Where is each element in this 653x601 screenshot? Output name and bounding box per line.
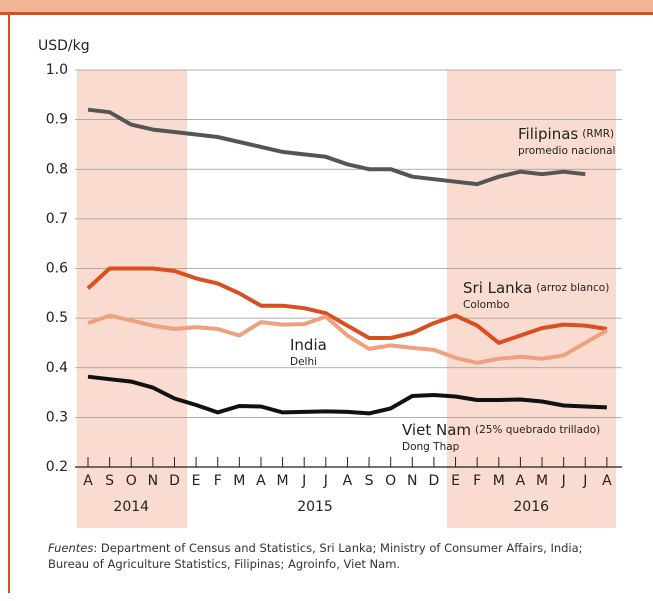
- x-tick-label: O: [385, 473, 396, 489]
- y-tick-label: 0.6: [46, 261, 68, 277]
- series-name: Sri Lanka: [463, 279, 532, 297]
- series-label: Viet Nam (25% quebrado trillado): [402, 421, 600, 439]
- series-name: India: [290, 336, 327, 354]
- x-tick-label: J: [561, 473, 566, 489]
- x-tick-label: D: [169, 473, 180, 489]
- y-tick-label: 0.7: [46, 211, 68, 227]
- x-tick-label: F: [214, 473, 222, 489]
- series-sublabel: Delhi: [290, 356, 317, 368]
- shade-band: [447, 70, 616, 528]
- series-qualifier: (RMR): [582, 128, 614, 140]
- x-tick-label: O: [126, 473, 137, 489]
- series-label: India: [290, 336, 327, 354]
- x-tick-label: A: [516, 473, 526, 489]
- y-tick-label: 0.9: [46, 112, 68, 128]
- x-tick-label: M: [493, 473, 505, 489]
- series-qualifier: (25% quebrado trillado): [475, 424, 600, 436]
- series-line: [87, 107, 586, 187]
- x-tick-label: M: [277, 473, 289, 489]
- x-tick-label: S: [105, 473, 114, 489]
- series-line: [87, 374, 607, 416]
- top-rule: [0, 12, 653, 15]
- series-qualifier: (arroz blanco): [536, 282, 609, 294]
- x-tick-label: J: [301, 473, 306, 489]
- x-tick-label: S: [365, 473, 374, 489]
- x-tick-label: E: [451, 473, 460, 489]
- y-tick-label: 0.4: [46, 360, 68, 376]
- x-tick-label: A: [602, 473, 612, 489]
- y-axis-label: USD/kg: [38, 38, 90, 54]
- x-tick-label: E: [192, 473, 201, 489]
- series-line: [87, 313, 608, 365]
- year-label: 2016: [513, 499, 549, 515]
- x-tick-label: J: [582, 473, 587, 489]
- source-note: Fuentes: Department of Census and Statis…: [48, 540, 608, 572]
- x-tick-label: M: [233, 473, 245, 489]
- x-tick-label: N: [148, 473, 158, 489]
- series-line: [86, 266, 608, 345]
- series-sublabel: Dong Thap: [402, 441, 460, 453]
- source-label: Fuentes: [48, 541, 94, 555]
- x-tick-label: A: [343, 473, 353, 489]
- x-tick-label: M: [536, 473, 548, 489]
- year-label: 2015: [297, 499, 333, 515]
- top-band: [0, 0, 653, 12]
- shade-band: [77, 70, 187, 528]
- source-text: : Department of Census and Statistics, S…: [48, 541, 583, 571]
- series-name: Filipinas: [518, 125, 578, 143]
- series-sublabel: Colombo: [463, 299, 509, 311]
- x-tick-label: A: [256, 473, 266, 489]
- x-tick-label: F: [473, 473, 481, 489]
- y-tick-label: 0.3: [46, 409, 68, 425]
- x-tick-label: N: [407, 473, 417, 489]
- y-tick-label: 0.5: [46, 310, 68, 326]
- series-label: Sri Lanka (arroz blanco): [463, 279, 609, 297]
- x-tick-label: D: [429, 473, 440, 489]
- y-tick-label: 1.0: [46, 62, 68, 78]
- x-tick-label: A: [83, 473, 93, 489]
- y-tick-label: 0.2: [46, 459, 68, 475]
- y-tick-label: 0.8: [46, 161, 68, 177]
- year-label: 2014: [113, 499, 149, 515]
- left-rule: [8, 15, 10, 593]
- series-label: Filipinas (RMR): [518, 125, 614, 143]
- series-sublabel: promedio nacional: [518, 145, 615, 157]
- x-tick-label: J: [323, 473, 328, 489]
- series-name: Viet Nam: [402, 421, 471, 439]
